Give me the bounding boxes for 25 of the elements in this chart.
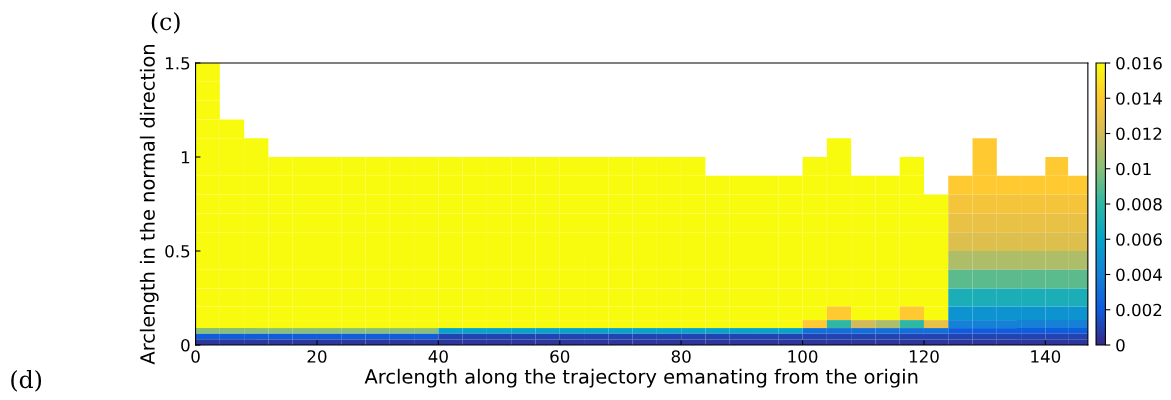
color-bar-label: 0.012 — [1116, 127, 1162, 141]
y-tick-label: 1 — [181, 151, 190, 164]
x-tick-label: 60 — [550, 350, 570, 363]
color-bar-label: 0.014 — [1116, 92, 1162, 105]
y-tick-label: 1.5 — [166, 57, 190, 70]
color-bar-label: 0.016 — [1116, 56, 1162, 70]
x-tick-label: 80 — [671, 350, 691, 363]
color-bar-label: 0.008 — [1116, 197, 1162, 211]
color-bar-label: 0.01 — [1116, 162, 1151, 176]
y-tick-label: 0 — [181, 338, 190, 352]
x-tick-label: 0 — [191, 350, 200, 363]
text: (d) — [11, 370, 42, 392]
x-tick-label: 140 — [1031, 350, 1061, 363]
color-bar-label: 0.002 — [1116, 303, 1162, 317]
x-tick-label: 20 — [307, 350, 327, 363]
y-tick-label: 0.5 — [165, 244, 190, 258]
x-tick-label: 100 — [788, 350, 818, 363]
y-axis-title: Arclength in the normal direction — [139, 45, 159, 365]
x-tick-label: 120 — [909, 350, 939, 363]
color-bar-label: 0.004 — [1116, 268, 1162, 282]
color-bar-label: 0.006 — [1116, 233, 1162, 246]
color-bar-label: 0 — [1116, 338, 1125, 352]
x-axis-title: Arclength along the trajectory emanating from the origin — [364, 368, 918, 388]
chart-title: (c) — [151, 12, 180, 34]
x-tick-label: 40 — [428, 350, 448, 363]
